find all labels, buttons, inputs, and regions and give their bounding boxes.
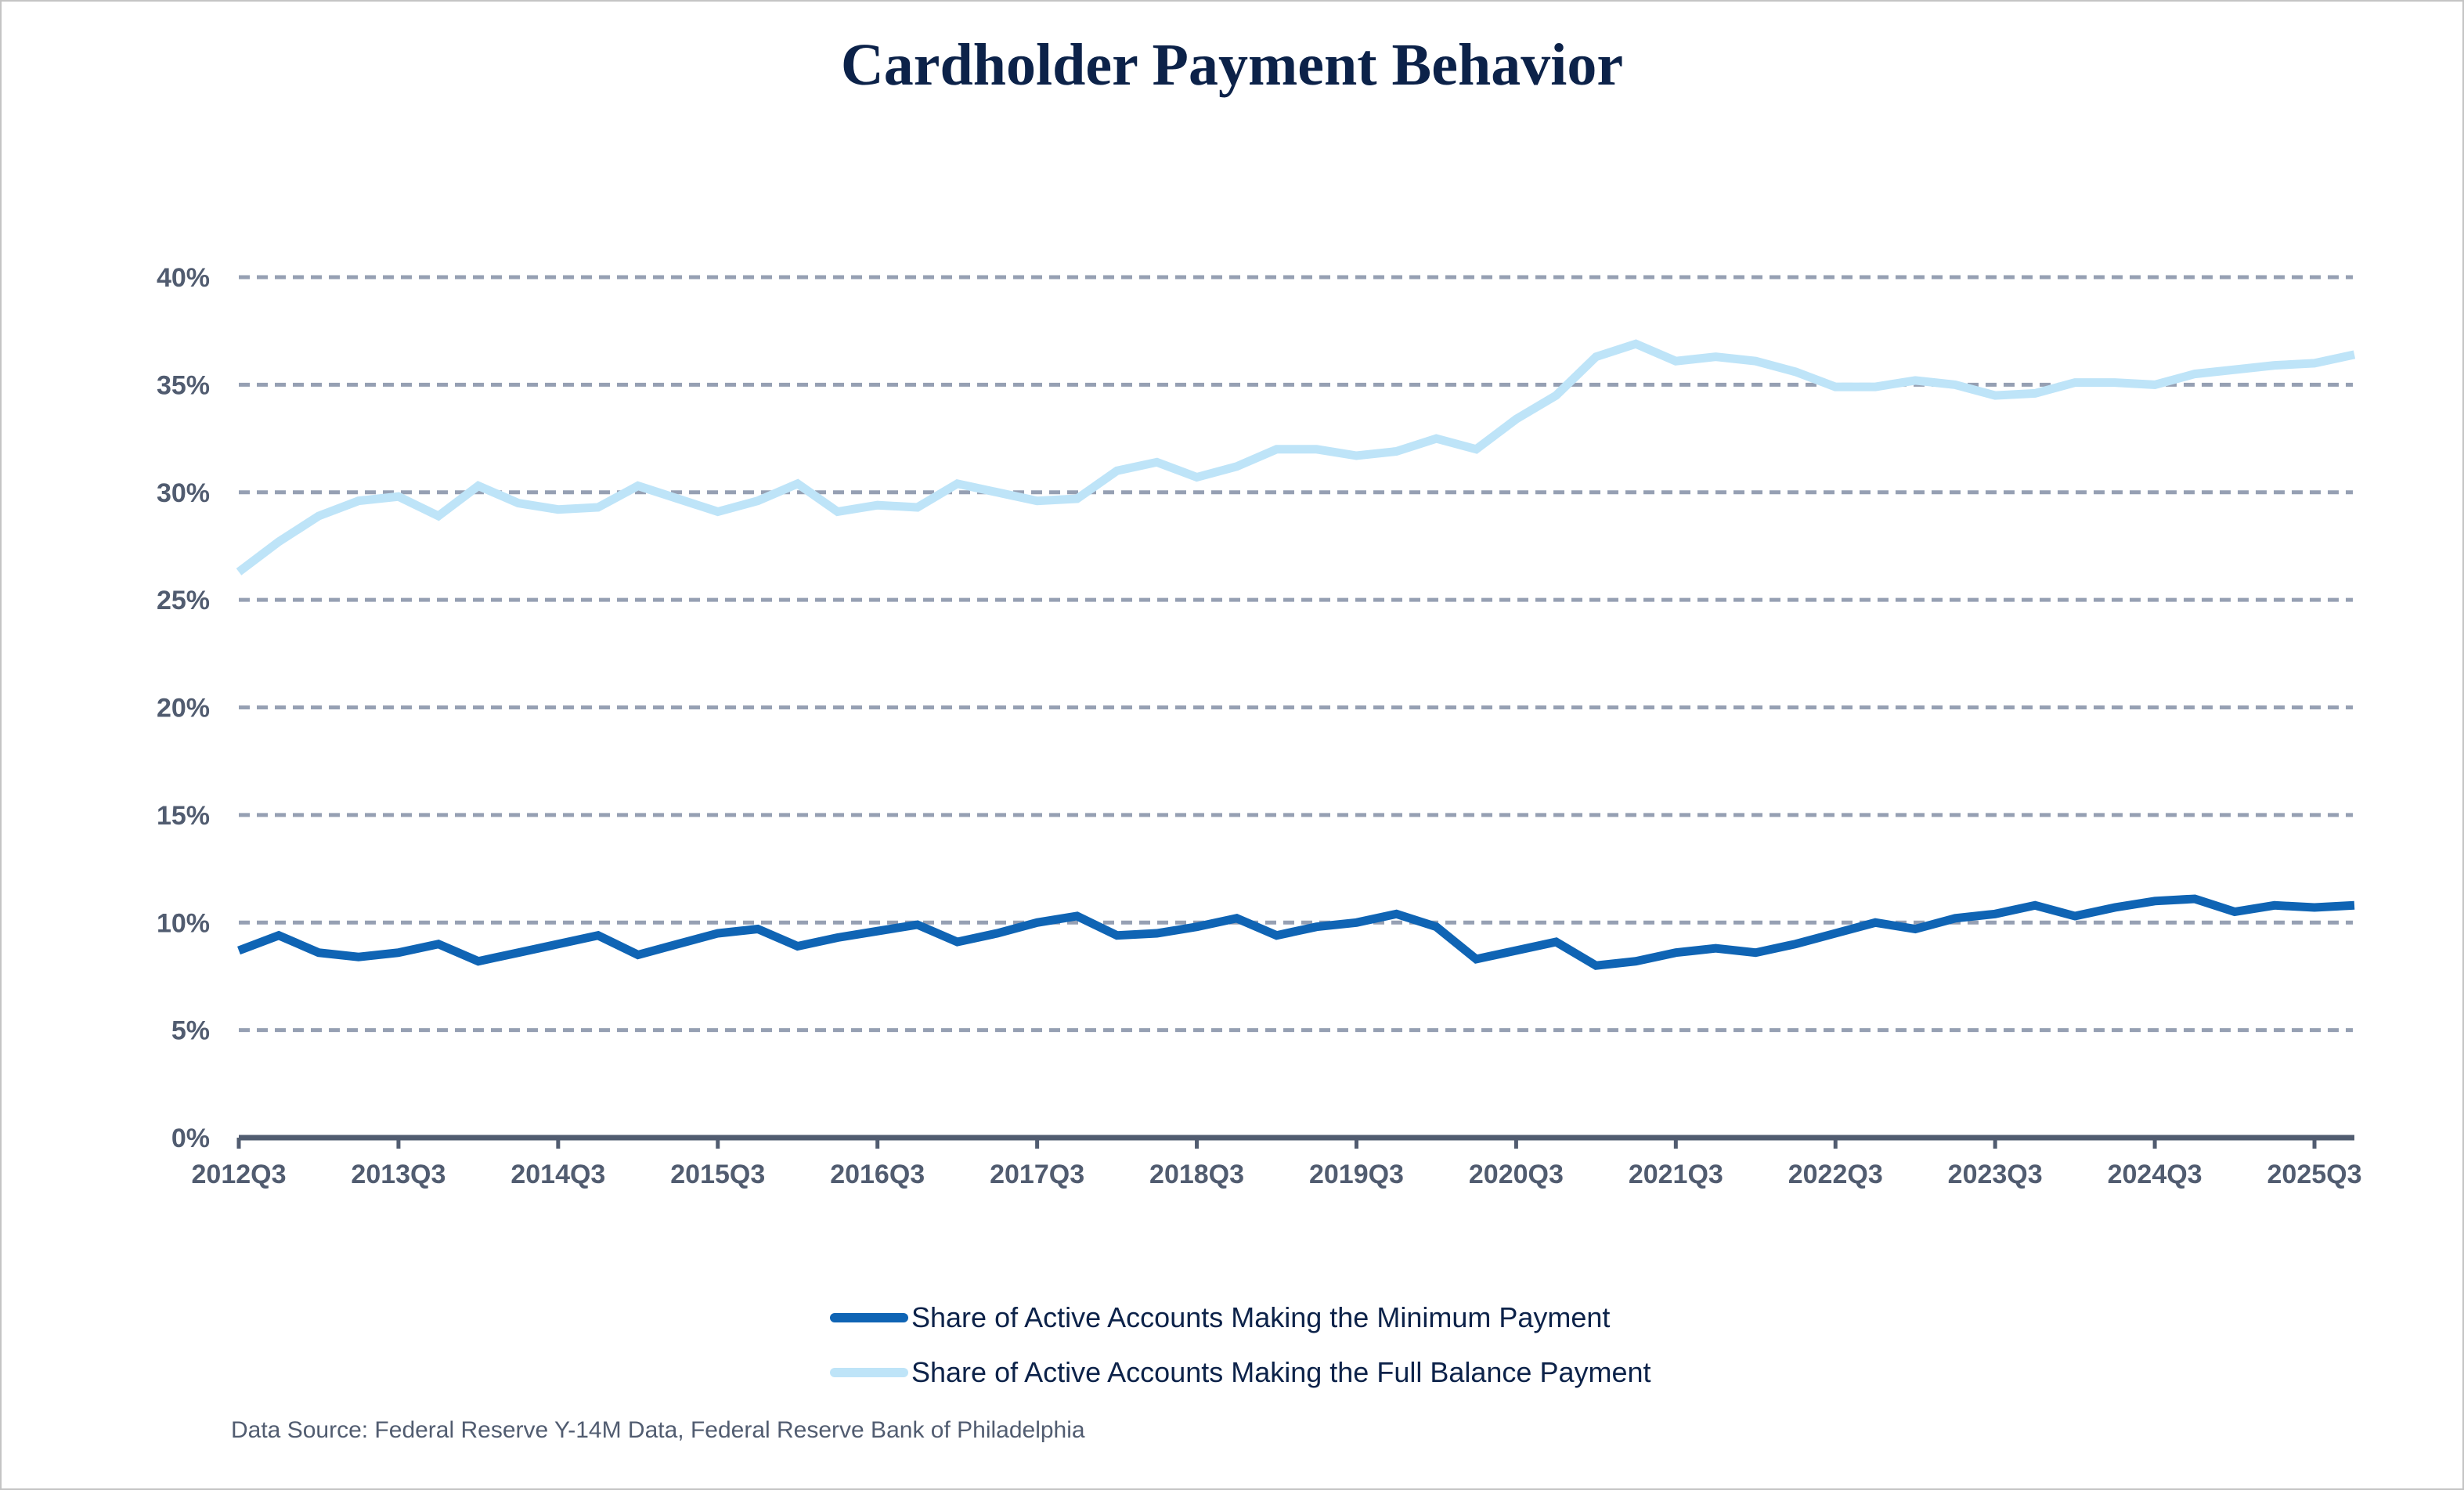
legend-label-full-balance: Share of Active Accounts Making the Full… [911, 1356, 1651, 1388]
x-tick-label: 2018Q3 [1149, 1160, 1244, 1189]
x-tick-label: 2013Q3 [351, 1160, 446, 1189]
legend-label-minimum: Share of Active Accounts Making the Mini… [911, 1301, 1611, 1333]
y-tick-label: 20% [157, 694, 210, 723]
x-tick-label: 2019Q3 [1309, 1160, 1404, 1189]
legend: Share of Active Accounts Making the Mini… [830, 1290, 1651, 1400]
gridlines [239, 275, 2353, 1033]
y-tick-label: 40% [157, 263, 210, 293]
x-tick-label: 2024Q3 [2108, 1160, 2202, 1189]
x-tick-label: 2020Q3 [1469, 1160, 1564, 1189]
x-tick-label: 2025Q3 [2267, 1160, 2362, 1189]
x-tick-label: 2016Q3 [830, 1160, 925, 1189]
chart-title: Cardholder Payment Behavior [840, 32, 1624, 98]
series-lines [236, 339, 2356, 970]
x-tick-label: 2021Q3 [1629, 1160, 1723, 1189]
series-line-full-balance-payment [236, 339, 2356, 575]
x-axis: 2012Q3 2013Q3 2014Q3 2015Q3 2016Q3 2017Q3 2018… [192, 1135, 2362, 1189]
y-tick-label: 15% [157, 801, 210, 831]
y-tick-label: 0% [171, 1124, 210, 1153]
x-tick-label: 2022Q3 [1788, 1160, 1883, 1189]
data-source-note: Data Source: Federal Reserve Y-14M Data,… [231, 1417, 1085, 1443]
y-tick-label: 35% [157, 370, 210, 400]
x-tick-label: 2023Q3 [1948, 1160, 2043, 1189]
legend-swatch-full-balance [830, 1368, 908, 1377]
x-tick-label: 2012Q3 [192, 1160, 287, 1189]
series-line-minimum-payment [237, 894, 2355, 970]
y-tick-label: 30% [157, 478, 210, 508]
y-tick-label: 10% [157, 908, 210, 938]
x-tick-label: 2017Q3 [990, 1160, 1084, 1189]
legend-item-minimum: Share of Active Accounts Making the Mini… [830, 1290, 1651, 1345]
legend-swatch-minimum [830, 1313, 908, 1322]
x-tick-label: 2015Q3 [670, 1160, 765, 1189]
y-tick-label: 5% [171, 1016, 210, 1046]
y-axis-ticks: 0% 5% 10% 15% 20% 25% 30% 35% 40% [157, 263, 210, 1153]
legend-item-full-balance: Share of Active Accounts Making the Full… [830, 1345, 1651, 1400]
x-tick-label: 2014Q3 [510, 1160, 605, 1189]
y-tick-label: 25% [157, 586, 210, 615]
